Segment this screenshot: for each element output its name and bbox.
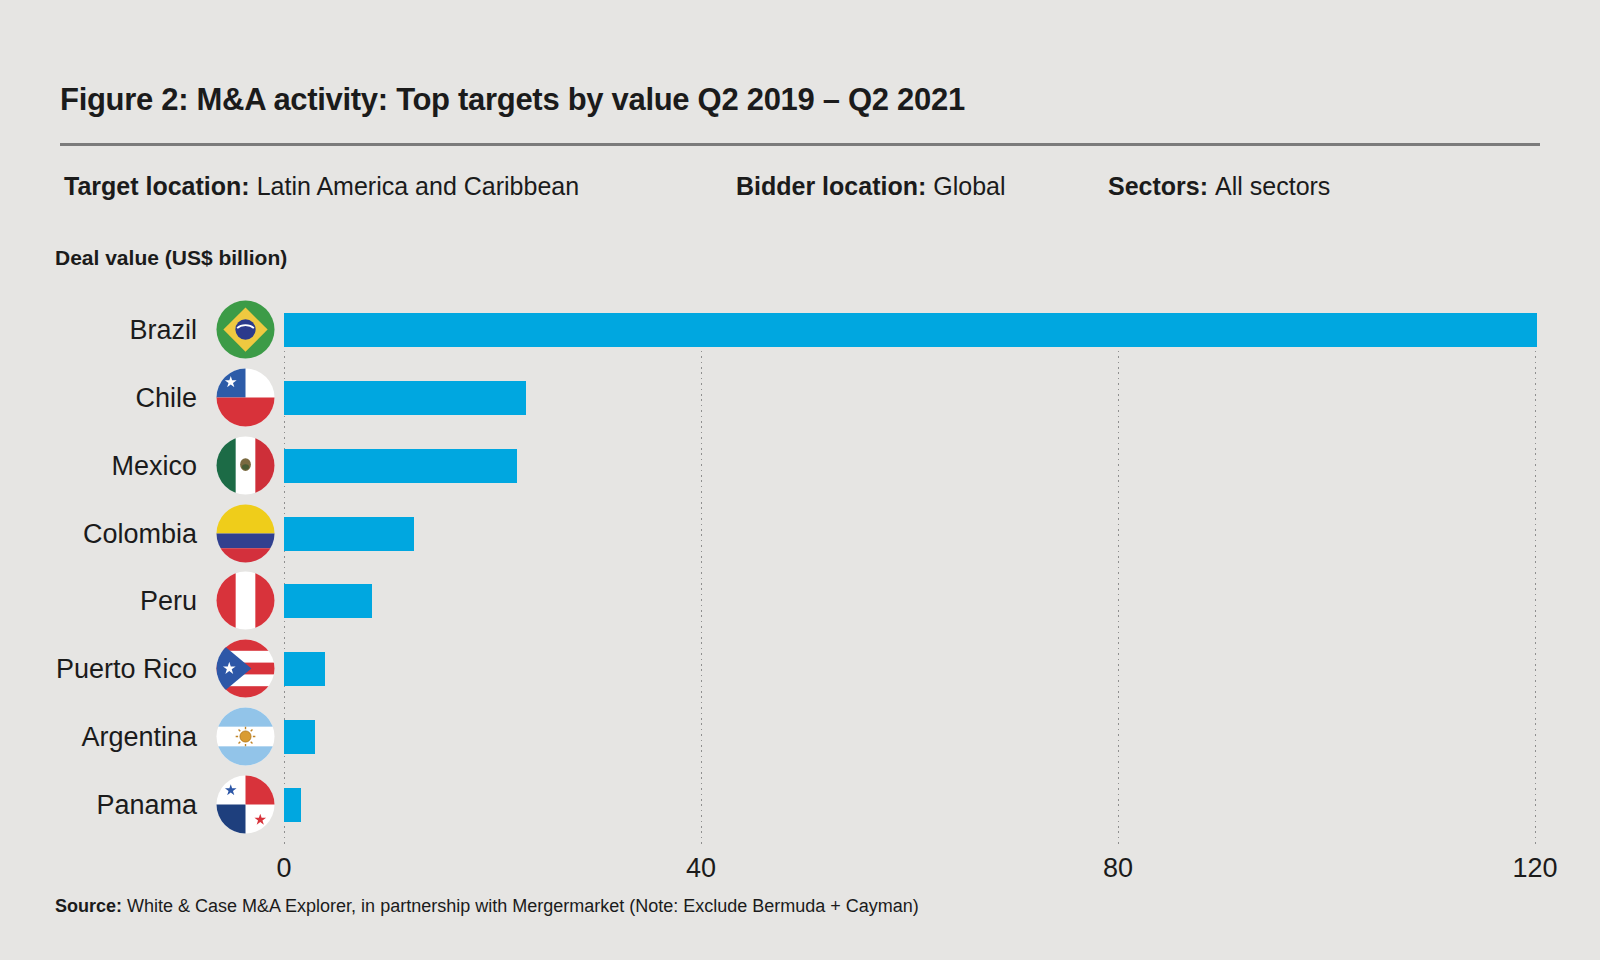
chart-row-mexico: Mexico: [0, 449, 1600, 483]
bar-panama: [284, 788, 301, 822]
bar-mexico: [284, 449, 517, 483]
row-label: Panama: [0, 788, 197, 822]
figure-panel: Figure 2: M&A activity: Top targets by v…: [0, 0, 1600, 960]
row-label: Chile: [0, 381, 197, 415]
meta-target-location: Target location:Latin America and Caribb…: [64, 172, 579, 201]
meta-bidder-location-value: Global: [933, 172, 1005, 200]
meta-sectors-label: Sectors:: [1108, 172, 1208, 200]
source-text: White & Case M&A Explorer, in partnershi…: [127, 896, 919, 916]
source-note: Source:White & Case M&A Explorer, in par…: [55, 896, 919, 917]
meta-target-location-value: Latin America and Caribbean: [257, 172, 579, 200]
bar-chile: [284, 381, 526, 415]
chart-row-panama: Panama: [0, 788, 1600, 822]
bar-colombia: [284, 517, 414, 551]
row-label: Colombia: [0, 517, 197, 551]
title-divider: [60, 143, 1540, 146]
chart-row-brazil: Brazil: [0, 313, 1600, 347]
meta-bidder-location: Bidder location:Global: [736, 172, 1006, 201]
x-tick-0: 0: [224, 853, 344, 884]
row-label: Brazil: [0, 313, 197, 347]
x-tick-40: 40: [641, 853, 761, 884]
chart-row-chile: Chile: [0, 381, 1600, 415]
meta-target-location-label: Target location:: [64, 172, 250, 200]
flag-argentina-icon: [216, 707, 275, 766]
source-label: Source:: [55, 896, 122, 916]
flag-puerto-rico-icon: [216, 639, 275, 698]
axis-title: Deal value (US$ billion): [55, 246, 287, 270]
flag-brazil-icon: [216, 300, 275, 359]
chart-row-puerto-rico: Puerto Rico: [0, 652, 1600, 686]
chart-row-peru: Peru: [0, 584, 1600, 618]
chart-row-argentina: Argentina: [0, 720, 1600, 754]
chart-row-colombia: Colombia: [0, 517, 1600, 551]
figure-title: Figure 2: M&A activity: Top targets by v…: [60, 82, 965, 118]
row-label: Argentina: [0, 720, 197, 754]
flag-peru-icon: [216, 571, 275, 630]
meta-sectors-value: All sectors: [1215, 172, 1330, 200]
flag-colombia-icon: [216, 504, 275, 563]
bar-puerto-rico: [284, 652, 325, 686]
bar-peru: [284, 584, 372, 618]
row-label: Puerto Rico: [0, 652, 197, 686]
bar-chart: Brazil Chile: [0, 313, 1600, 893]
flag-chile-icon: [216, 368, 275, 427]
x-tick-120: 120: [1475, 853, 1595, 884]
meta-bidder-location-label: Bidder location:: [736, 172, 926, 200]
flag-panama-icon: [216, 775, 275, 834]
row-label: Peru: [0, 584, 197, 618]
row-label: Mexico: [0, 449, 197, 483]
meta-sectors: Sectors:All sectors: [1108, 172, 1330, 201]
bar-brazil: [284, 313, 1537, 347]
flag-mexico-icon: [216, 436, 275, 495]
x-tick-80: 80: [1058, 853, 1178, 884]
bar-argentina: [284, 720, 315, 754]
